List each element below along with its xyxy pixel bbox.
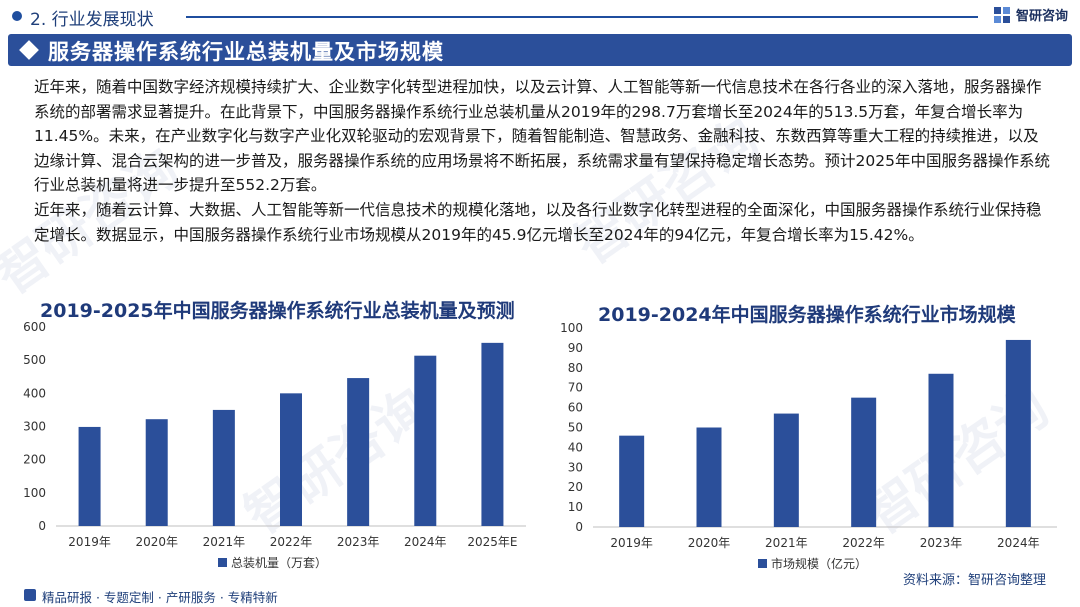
y-tick-label: 90 bbox=[568, 341, 583, 355]
y-tick-label: 60 bbox=[568, 401, 583, 415]
y-tick-label: 10 bbox=[568, 500, 583, 514]
x-tick-label: 2021年 bbox=[203, 535, 246, 549]
footer: 精品研报 · 专题定制 · 产研服务 · 专精特新 bbox=[0, 585, 1080, 607]
bar bbox=[481, 342, 504, 526]
x-tick-label: 2025年E bbox=[467, 535, 517, 549]
y-tick-label: 0 bbox=[38, 519, 46, 533]
x-tick-label: 2019年 bbox=[610, 536, 653, 550]
bar bbox=[773, 413, 799, 527]
body-text: 近年来，随着中国数字经济规模持续扩大、企业数字化转型进程加快，以及云计算、人工智… bbox=[34, 75, 1054, 247]
brand-logo: 智研咨询 bbox=[993, 5, 1068, 24]
y-tick-label: 600 bbox=[23, 320, 46, 334]
chart-2: 0 10 20 30 40 50 60 70 80 90 100 2019年 2020年 2021年 202… bbox=[560, 321, 1057, 571]
x-tick-label: 2023年 bbox=[337, 535, 380, 549]
diamond-icon bbox=[19, 40, 39, 60]
x-tick-label: 2023年 bbox=[920, 536, 963, 550]
x-tick-label: 2024年 bbox=[997, 536, 1040, 550]
legend-label: 总装机量（万套） bbox=[231, 556, 327, 570]
chart-1: 0 100 200 300 400 500 600 2019年 2020年 2021年 2022年 2… bbox=[23, 320, 526, 570]
y-tick-label: 0 bbox=[575, 520, 583, 534]
top-header: 2. 行业发展现状 智研咨询 bbox=[0, 0, 1080, 34]
chart-1-title: 2019-2025年中国服务器操作系统行业总装机量及预测 bbox=[40, 300, 515, 322]
footer-slogan: 精品研报 · 专题定制 · 产研服务 · 专精特新 bbox=[42, 590, 278, 605]
y-tick-label: 70 bbox=[568, 381, 583, 395]
y-tick-label: 30 bbox=[568, 460, 583, 474]
bullet-dot-icon bbox=[12, 11, 22, 21]
paragraph-1: 近年来，随着中国数字经济规模持续扩大、企业数字化转型进程加快，以及云计算、人工智… bbox=[34, 78, 1050, 195]
page-title: 服务器操作系统行业总装机量及市场规模 bbox=[48, 40, 444, 64]
brand-logo-icon bbox=[993, 6, 1010, 23]
bar bbox=[1005, 339, 1031, 527]
bar bbox=[212, 409, 235, 526]
brand-name: 智研咨询 bbox=[1015, 9, 1068, 24]
x-tick-label: 2020年 bbox=[135, 535, 178, 549]
y-tick-label: 100 bbox=[23, 486, 46, 500]
bar bbox=[347, 378, 370, 526]
y-tick-label: 300 bbox=[23, 420, 46, 434]
legend-label: 市场规模（亿元） bbox=[771, 556, 867, 571]
x-tick-label: 2019年 bbox=[68, 535, 111, 549]
chart-2-title: 2019-2024年中国服务器操作系统行业市场规模 bbox=[598, 304, 1016, 326]
x-tick-label: 2024年 bbox=[404, 535, 447, 549]
y-tick-label: 50 bbox=[568, 421, 583, 435]
title-banner: 服务器操作系统行业总装机量及市场规模 bbox=[8, 34, 1072, 66]
bar bbox=[928, 373, 954, 527]
footer-logo-icon bbox=[24, 589, 36, 601]
bar bbox=[78, 426, 101, 526]
bar bbox=[280, 393, 302, 526]
y-tick-label: 500 bbox=[23, 353, 46, 367]
paragraph-2: 近年来，随着云计算、大数据、人工智能等新一代信息技术的规模化落地，以及各行业数字… bbox=[34, 200, 1042, 244]
x-tick-label: 2021年 bbox=[765, 536, 808, 550]
x-tick-label: 2022年 bbox=[842, 536, 885, 550]
header-divider bbox=[186, 16, 978, 18]
bar bbox=[145, 419, 168, 526]
bar bbox=[696, 427, 722, 527]
y-tick-label: 400 bbox=[23, 386, 46, 400]
bar bbox=[851, 397, 877, 527]
y-tick-label: 100 bbox=[560, 321, 583, 335]
data-source: 资料来源：智研咨询整理 bbox=[902, 573, 1046, 588]
x-tick-label: 2020年 bbox=[688, 536, 731, 550]
y-tick-label: 20 bbox=[568, 480, 583, 494]
bar bbox=[619, 435, 645, 527]
bar bbox=[414, 355, 437, 526]
section-title: 2. 行业发展现状 bbox=[30, 10, 154, 30]
x-tick-label: 2022年 bbox=[270, 535, 313, 549]
y-tick-label: 40 bbox=[568, 440, 583, 454]
y-tick-label: 80 bbox=[568, 361, 583, 375]
y-tick-label: 200 bbox=[23, 453, 46, 467]
legend-swatch bbox=[758, 559, 767, 568]
legend-swatch bbox=[218, 558, 227, 567]
